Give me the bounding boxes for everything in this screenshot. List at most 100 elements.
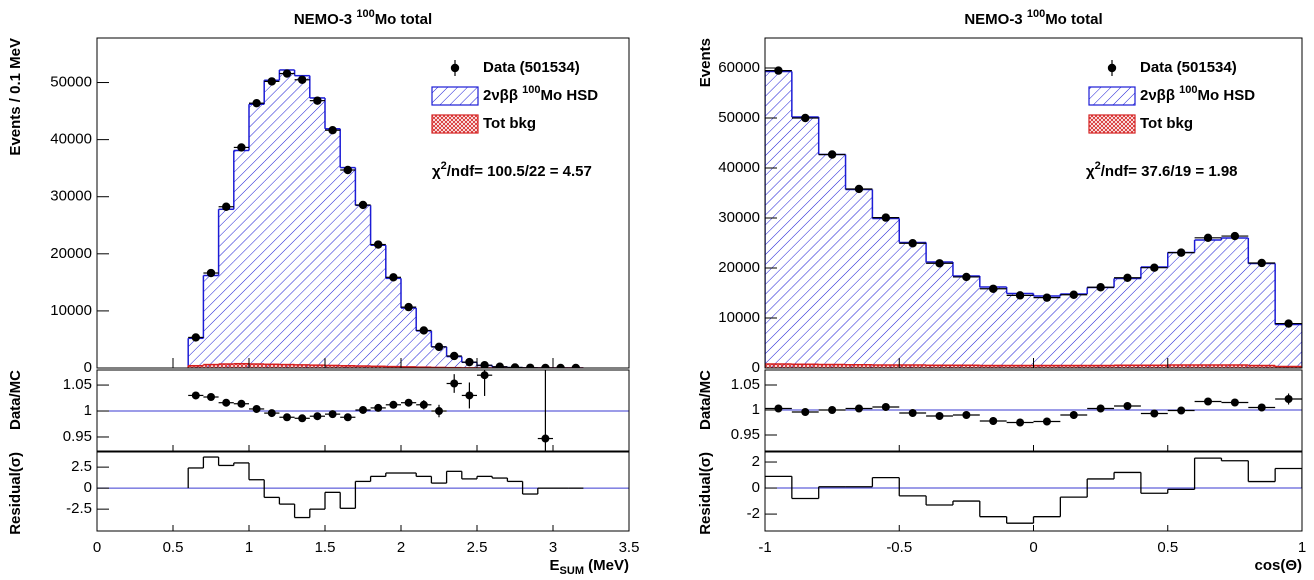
ratio-point: [1257, 403, 1266, 412]
hatch-bar: [1194, 240, 1222, 368]
crosshatch-bar: [218, 364, 234, 368]
y-tick-label: 2: [752, 453, 760, 470]
hatch-bar: [279, 69, 295, 368]
y-tick-label: 10000: [50, 302, 92, 319]
legend-label-part: 2νββ: [1140, 87, 1179, 104]
y-tick-label: 40000: [718, 159, 760, 176]
hatch-bar: [979, 287, 1007, 368]
y-axis-title: Data/MC: [7, 370, 24, 430]
crosshatch-bar: [340, 365, 356, 368]
hatch-bar: [370, 245, 386, 368]
legend-marker: [1088, 86, 1136, 106]
main-plot: [765, 66, 1302, 368]
crosshatch-bar: [309, 365, 325, 368]
legend-marker: [1107, 63, 1117, 73]
legend-label: Tot bkg: [483, 115, 536, 132]
chart-title-part: Mo total: [375, 11, 433, 28]
crosshatch-bar: [188, 365, 204, 368]
data-point: [191, 333, 200, 342]
hatch-bar: [1006, 293, 1034, 368]
crosshatch-bar: [203, 364, 219, 368]
data-point: [419, 326, 428, 335]
x-axis-title-part: (MeV): [584, 557, 629, 574]
ratio-point: [419, 400, 428, 409]
x-axis-title: ESUM (MeV): [550, 557, 629, 577]
crosshatch-bar: [1194, 365, 1222, 368]
crosshatch-bar: [233, 363, 249, 368]
hatch-bar: [952, 276, 980, 368]
chart-title: NEMO-3 100Mo total: [964, 8, 1102, 28]
x-tick-label: 1.5: [315, 539, 336, 556]
hatch-bar: [1221, 238, 1249, 368]
data-point: [908, 239, 917, 248]
ratio-point: [191, 391, 200, 400]
legend-label-part: 2νββ: [483, 87, 522, 104]
ratio-point: [774, 404, 783, 413]
y-axis-title: Residual(σ): [697, 452, 714, 535]
data-point: [252, 98, 261, 108]
annotation-part: 2: [1095, 160, 1101, 172]
hatch-bar: [1114, 278, 1141, 368]
data-point: [313, 96, 322, 105]
data-point: [358, 200, 368, 210]
data-point: [480, 361, 489, 368]
data-point: [774, 66, 783, 75]
crosshatch-bar: [1060, 365, 1088, 368]
x-tick-label: 2: [397, 539, 405, 556]
hatch-bar: [416, 330, 432, 368]
y-tick-label: -2.5: [66, 500, 92, 517]
hatch-bar: [249, 104, 265, 368]
data-point: [1257, 258, 1266, 268]
ratio-point: [1284, 395, 1293, 403]
crosshatch-bar: [294, 364, 310, 368]
crosshatch-bar: [249, 364, 265, 368]
ratio-point: [1123, 402, 1132, 410]
y-tick-label: 20000: [50, 245, 92, 262]
hatch-bar: [203, 275, 219, 368]
ratio-point: [962, 411, 971, 419]
hatch-bar: [294, 75, 310, 368]
ratio-point: [328, 410, 337, 419]
data-point: [510, 363, 520, 368]
crosshatch-bar: [1114, 365, 1141, 368]
data-point: [389, 273, 398, 282]
y-tick-label: 0: [84, 479, 92, 496]
data-point: [206, 268, 216, 278]
data-point: [343, 165, 352, 175]
crosshatch-bar: [952, 365, 980, 368]
ratio-point: [450, 379, 459, 388]
crosshatch-bar: [845, 364, 873, 368]
x-tick-label: 3.5: [619, 539, 640, 556]
crosshatch-bar: [818, 364, 846, 368]
hatch-bar: [1033, 296, 1061, 368]
data-point: [465, 357, 474, 367]
hatch-bar: [1087, 287, 1115, 368]
ratio-point: [1069, 411, 1078, 419]
annotation: χ2/ndf= 100.5/22 = 4.57: [432, 160, 592, 180]
ratio-point: [881, 403, 890, 411]
ratio-point: [359, 405, 367, 414]
data-point: [237, 143, 246, 152]
hatch-bar: [233, 150, 249, 368]
ratio-point: [1042, 417, 1051, 426]
x-tick-label: -0.5: [886, 539, 912, 556]
annotation-part: χ: [1086, 163, 1095, 180]
crosshatch-bar: [264, 364, 280, 368]
ratio-point: [389, 400, 398, 409]
crosshatch-bar: [1087, 365, 1115, 368]
crosshatch-bar: [1140, 365, 1168, 368]
y-tick-label: 20000: [718, 259, 760, 276]
data-point: [801, 113, 810, 123]
plot-frame: [764, 369, 1303, 452]
y-axis-title: Data/MC: [697, 370, 714, 430]
ratio-point: [496, 293, 504, 301]
y-tick-label: 0.95: [731, 426, 760, 443]
data-point: [1096, 283, 1105, 292]
hatch-bar: [446, 356, 462, 368]
ratio-point: [1204, 397, 1213, 406]
x-tick-label: 0: [1029, 539, 1037, 556]
x-tick-label: -1: [758, 539, 771, 556]
x-tick-label: 0: [93, 539, 101, 556]
data-point: [298, 75, 307, 84]
